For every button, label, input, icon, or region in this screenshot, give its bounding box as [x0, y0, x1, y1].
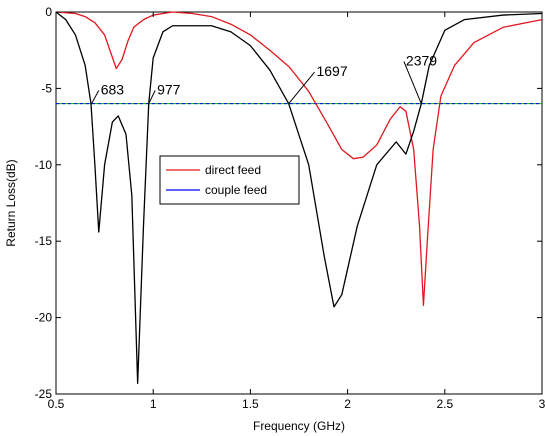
x-tick-label-2: 1.5 — [242, 397, 259, 411]
annotation-leader-3 — [403, 61, 422, 104]
y-tick-label-4: -20 — [35, 311, 53, 325]
y-tick-label-0: 0 — [45, 5, 52, 19]
y-tick-label-2: -10 — [35, 158, 53, 172]
x-tick-label-5: 3 — [539, 397, 545, 411]
series-line-0 — [55, 11, 543, 307]
legend-box — [159, 155, 300, 205]
legend-label-direct-feed: direct feed — [205, 163, 261, 177]
x-tick-label-1: 1 — [150, 397, 157, 411]
annotation-leader-1 — [148, 90, 156, 104]
x-axis-title: Frequency (GHz) — [253, 419, 345, 433]
x-tick-label-3: 2 — [344, 397, 351, 411]
series-layer — [55, 11, 543, 384]
x-tick-label-4: 2.5 — [436, 397, 453, 411]
annotation-label-1: 977 — [157, 82, 181, 98]
annotation-label-2: 1697 — [316, 63, 347, 79]
legend: direct feed couple feed — [159, 155, 300, 205]
y-tick-label-5: -25 — [35, 387, 53, 401]
annotation-leader-2 — [288, 71, 315, 104]
annotation-label-3: 2379 — [406, 52, 437, 68]
y-tick-label-3: -15 — [35, 234, 53, 248]
series-line-2 — [55, 11, 543, 384]
y-axis-title: Return Loss(dB) — [4, 159, 18, 246]
annotation-label-0: 683 — [101, 82, 125, 98]
annotation-layer: 683 977 1697 2379 — [91, 52, 437, 104]
tick-layer: 0.5 1 1.5 2 2.5 3 0 -5 -10 -15 -20 -25 — [35, 5, 545, 411]
legend-label-couple-feed: couple feed — [205, 183, 267, 197]
x-tick-label-0: 0.5 — [48, 397, 65, 411]
annotation-leader-0 — [91, 90, 100, 104]
y-tick-label-1: -5 — [41, 81, 52, 95]
